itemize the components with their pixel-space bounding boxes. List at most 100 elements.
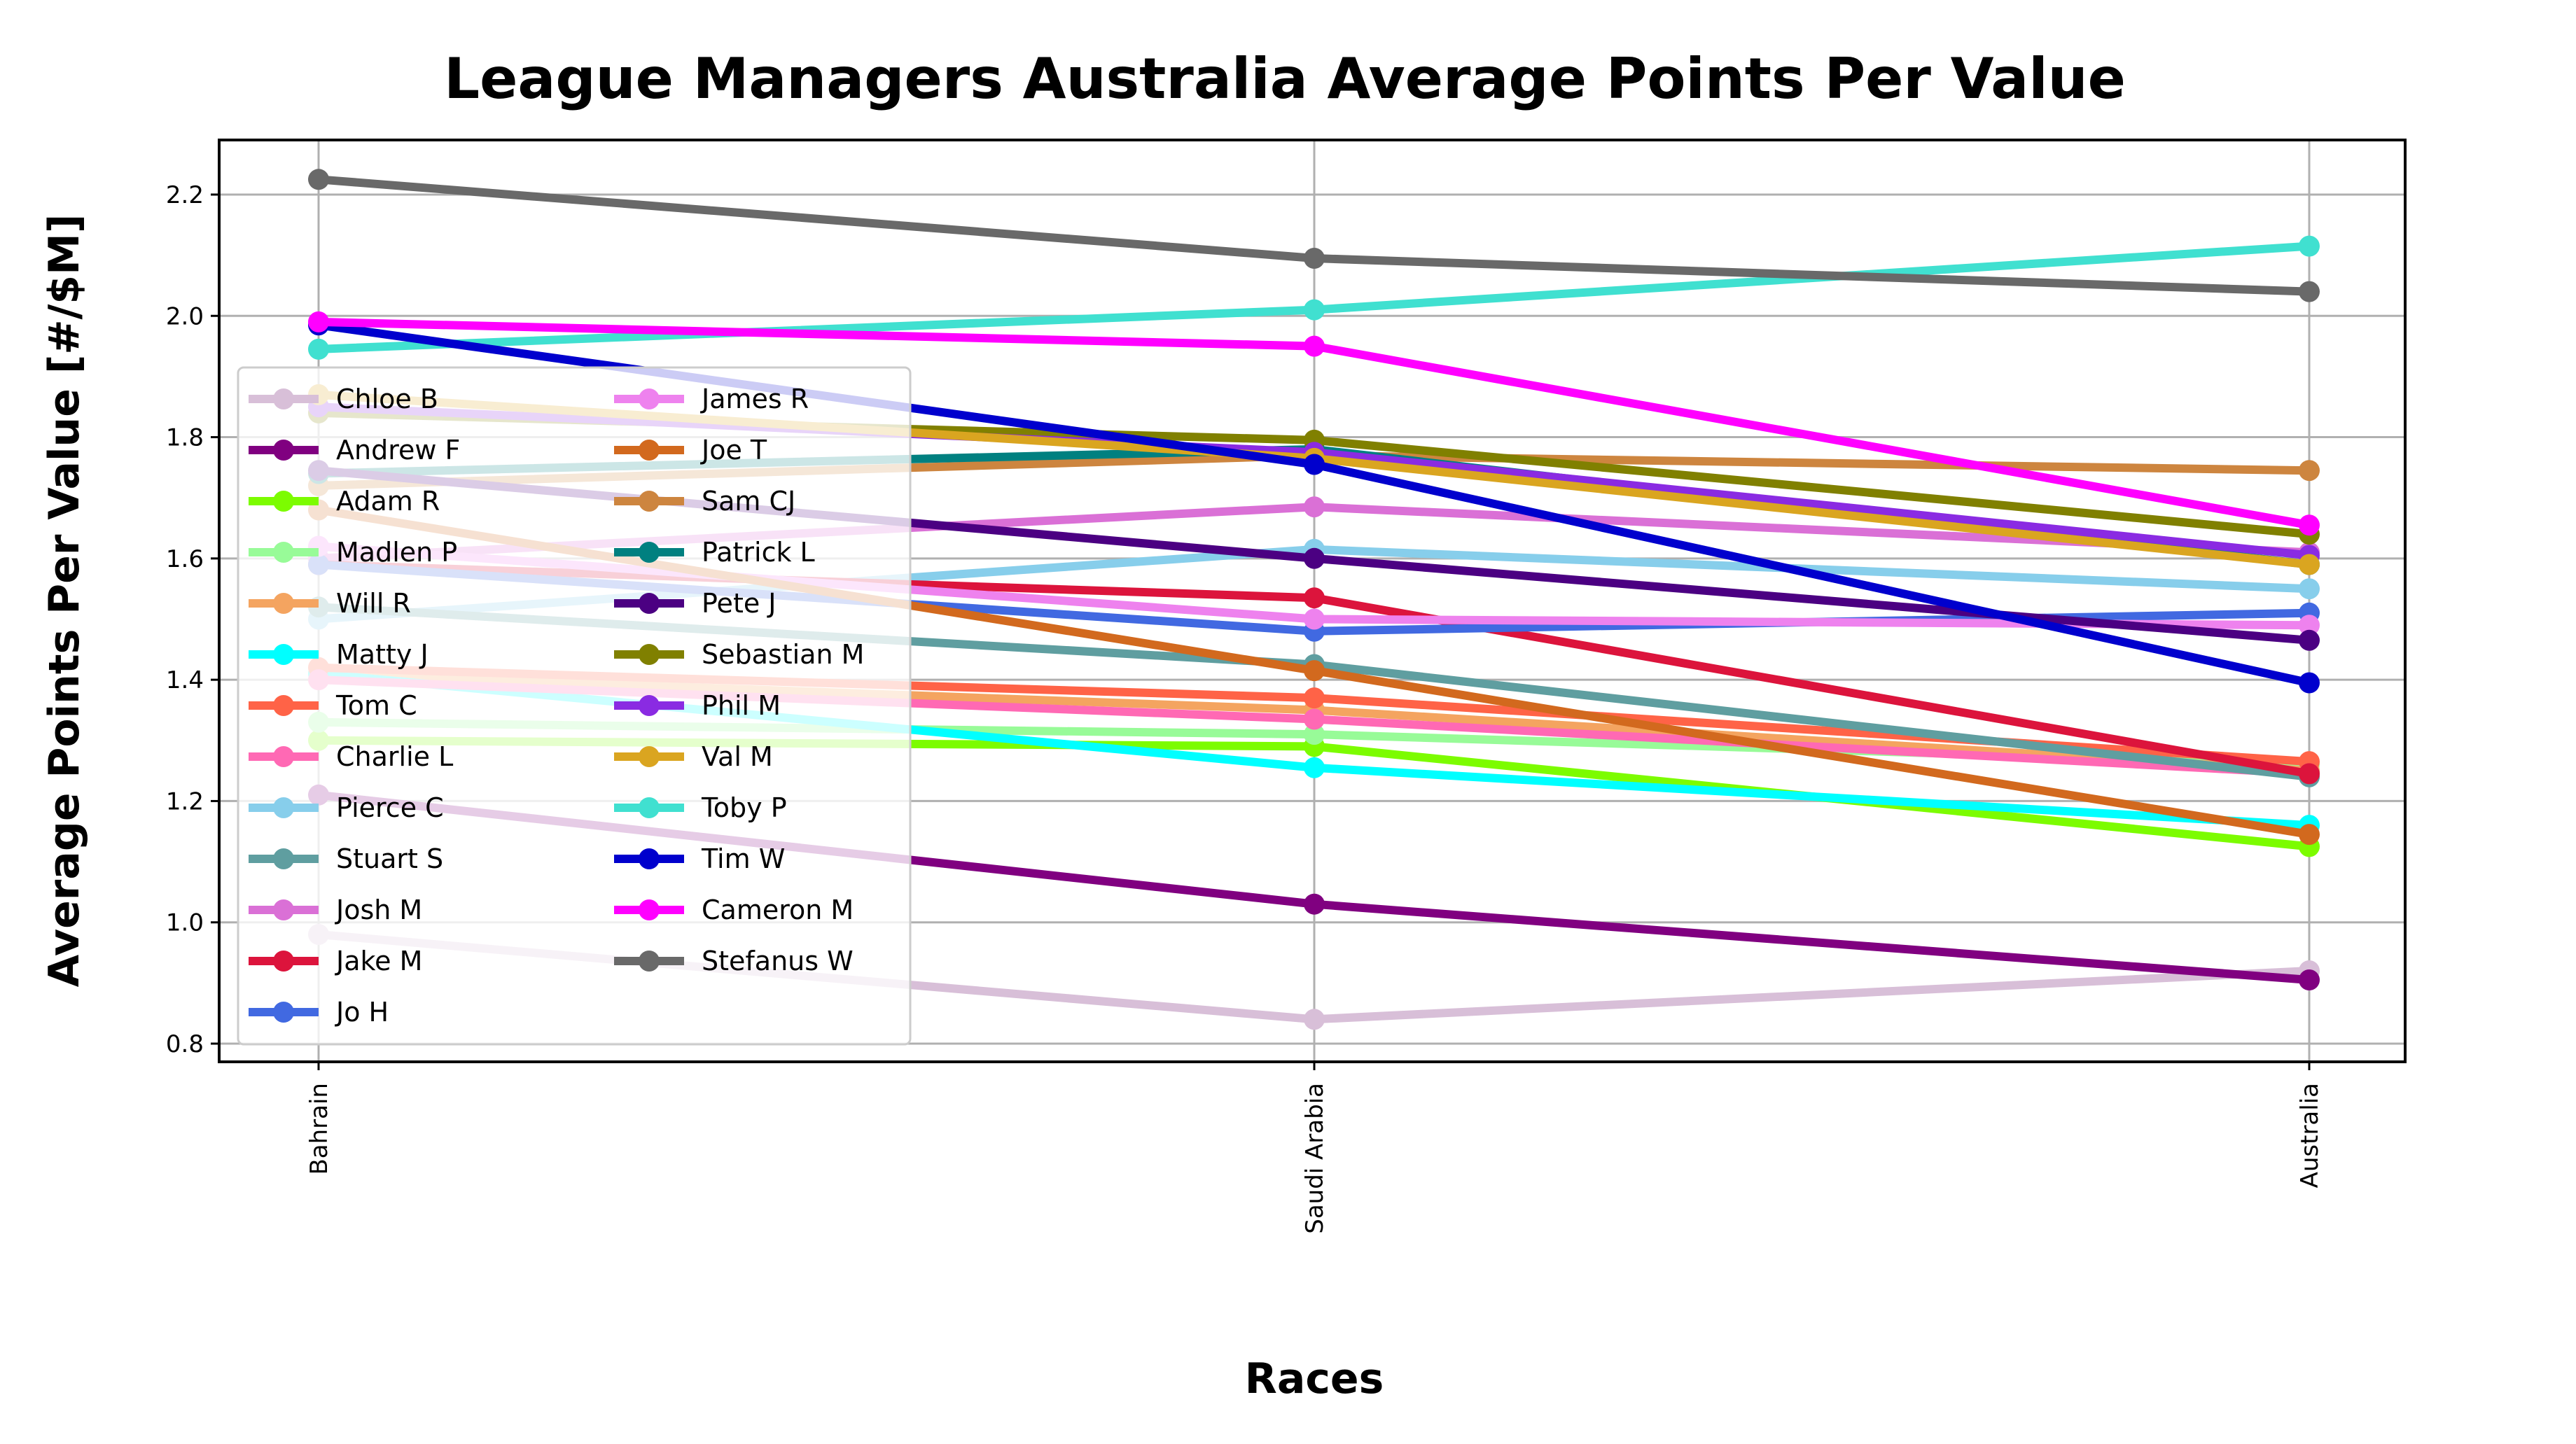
legend-item: James R [614, 384, 809, 414]
legend-swatch-marker [273, 695, 294, 716]
y-tick-label: 1.6 [166, 545, 204, 573]
y-tick-label: 0.8 [166, 1030, 204, 1058]
legend-label: Sam CJ [702, 486, 795, 517]
plot-area-frame [218, 139, 2407, 1063]
data-point [2299, 763, 2320, 785]
legend-label: James R [700, 384, 809, 414]
y-tick-label: 1.4 [166, 666, 204, 694]
data-point [1304, 757, 1325, 778]
x-axis-ticks: Bahrain Saudi Arabia Australia [305, 1062, 2324, 1234]
legend-label: Phil M [702, 690, 781, 721]
legend-label: Cameron M [702, 895, 854, 925]
legend-item: Joe T [614, 435, 767, 465]
legend-item: Phil M [614, 690, 781, 721]
legend-label: Adam R [336, 486, 440, 517]
legend-label: Charlie L [336, 741, 453, 772]
legend-swatch-marker [639, 848, 660, 869]
data-point [2299, 969, 2320, 990]
data-point [1304, 660, 1325, 682]
legend-swatch-marker [639, 593, 660, 614]
legend-swatch-marker [639, 951, 660, 972]
legend-item: Stuart S [249, 843, 443, 874]
series-stefanus-w [308, 169, 2320, 302]
data-point [2299, 629, 2320, 651]
legend-item: Sebastian M [614, 639, 864, 670]
data-point [1304, 893, 1325, 915]
legend-label: Pete J [702, 588, 777, 619]
legend-label: Jo H [335, 997, 389, 1028]
legend-item: Pete J [614, 588, 777, 619]
legend-swatch-marker [273, 1002, 294, 1023]
data-point [1304, 587, 1325, 609]
y-tick-label: 1.0 [166, 909, 204, 937]
legend-item: Sam CJ [614, 486, 795, 517]
legend-label: Josh M [335, 895, 422, 925]
series-cameron-m [308, 311, 2320, 536]
x-tick-label: Australia [2296, 1083, 2324, 1188]
legend-label: Patrick L [702, 537, 815, 568]
legend-swatch-marker [639, 695, 660, 716]
legend-item: Charlie L [249, 741, 453, 772]
legend-item: Madlen P [249, 537, 457, 568]
series-toby-p [308, 235, 2320, 360]
legend-item: Adam R [249, 486, 440, 517]
legend-swatch-marker [639, 899, 660, 920]
legend-item: Matty J [249, 639, 429, 670]
legend-label: Toby P [701, 792, 787, 823]
legend-swatch-marker [273, 491, 294, 512]
data-point [2299, 824, 2320, 846]
data-point [1304, 248, 1325, 269]
y-tick-label: 1.2 [166, 787, 204, 815]
legend-label: Will R [336, 588, 411, 619]
x-tick-label: Saudi Arabia [1301, 1083, 1329, 1234]
data-point [1304, 335, 1325, 357]
data-point [2299, 615, 2320, 636]
legend-label: Sebastian M [702, 639, 864, 670]
x-axis-label: Races [1245, 1354, 1384, 1403]
legend-item: Toby P [614, 792, 787, 823]
legend-swatch-marker [639, 491, 660, 512]
legend-swatch-marker [273, 746, 294, 767]
legend-swatch-marker [639, 440, 660, 461]
y-tick-label: 2.2 [166, 181, 204, 209]
legend-swatch-marker [639, 746, 660, 767]
data-point [2299, 672, 2320, 694]
legend-swatch-marker [273, 797, 294, 818]
legend-item: Val M [614, 741, 773, 772]
legend-swatch-marker [639, 797, 660, 818]
data-point [1304, 687, 1325, 709]
legend-box [237, 366, 912, 1046]
legend-swatch-marker [273, 388, 294, 409]
legend-swatch-marker [639, 388, 660, 409]
legend-item: Patrick L [614, 537, 815, 568]
y-tick-label: 2.0 [166, 302, 204, 330]
data-point [2299, 460, 2320, 482]
legend-swatch-marker [273, 593, 294, 614]
legend-swatch-marker [639, 644, 660, 665]
data-point [308, 338, 329, 360]
chart-title: League Managers Australia Average Points… [444, 46, 2126, 111]
legend-label: Madlen P [336, 537, 457, 568]
data-point [1304, 547, 1325, 569]
legend-item: Tim W [614, 843, 785, 874]
legend-item: Cameron M [614, 895, 854, 925]
y-tick-label: 1.8 [166, 424, 204, 452]
legend-label: Tim W [701, 843, 785, 874]
legend-label: Chloe B [336, 384, 438, 414]
data-point [2299, 578, 2320, 600]
data-point [1304, 1009, 1325, 1030]
legend-label: Tom C [335, 690, 417, 721]
legend-label: Andrew F [336, 435, 460, 465]
data-point [2299, 281, 2320, 302]
legend-swatch-marker [273, 644, 294, 665]
legend-label: Joe T [700, 435, 767, 465]
x-tick-label: Bahrain [305, 1083, 333, 1175]
data-point [1304, 454, 1325, 475]
legend-label: Val M [702, 741, 773, 772]
data-point [2299, 235, 2320, 257]
data-point [1304, 708, 1325, 730]
legend-swatch-marker [273, 848, 294, 869]
legend-swatch-marker [273, 440, 294, 461]
data-point [1304, 496, 1325, 518]
